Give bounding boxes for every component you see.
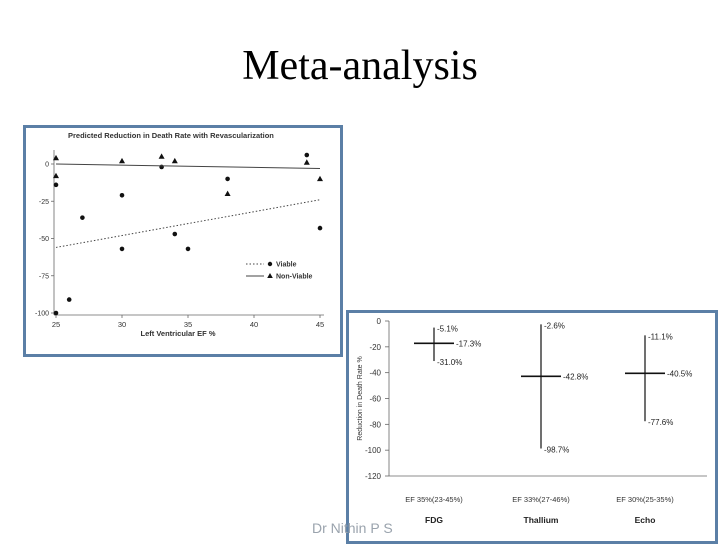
y-tick-label: -60 bbox=[369, 395, 381, 404]
subcategory-label: EF 33%(27-46%) bbox=[512, 495, 570, 504]
data-point-viable bbox=[80, 215, 85, 220]
data-point-viable bbox=[225, 176, 230, 182]
x-tick-label: 30 bbox=[118, 320, 126, 329]
y-tick-label: -75 bbox=[39, 273, 49, 280]
legend-marker bbox=[267, 273, 273, 278]
x-tick-label: 40 bbox=[250, 320, 258, 329]
data-point-viable bbox=[119, 246, 125, 252]
subcategory-label: EF 30%(25-35%) bbox=[616, 495, 674, 504]
x-tick-label: 45 bbox=[316, 320, 324, 329]
label-high: -11.1% bbox=[648, 332, 673, 341]
y-tick-label: -80 bbox=[369, 420, 381, 429]
data-point-non-viable bbox=[317, 175, 323, 182]
data-point-non-viable bbox=[119, 157, 125, 164]
data-point-non-viable bbox=[53, 154, 59, 161]
x-axis-label: Left Ventricular EF % bbox=[140, 329, 215, 338]
label-mean: -42.8% bbox=[563, 372, 588, 381]
data-point-viable bbox=[66, 297, 72, 302]
data-point-viable bbox=[53, 182, 59, 188]
x-tick-label: 35 bbox=[184, 320, 192, 329]
label-low: -98.7% bbox=[544, 445, 569, 454]
errorbar-chart-panel: 0 -20 -40 -60 -80 -100 -120 Reduction in Death … bbox=[346, 310, 718, 544]
data-point-viable bbox=[304, 152, 310, 158]
y-tick-label: -50 bbox=[39, 236, 49, 243]
subcategory-label: EF 35%(23-45%) bbox=[405, 495, 463, 504]
y-tick-label: -120 bbox=[365, 472, 382, 481]
y-tick-label: -25 bbox=[39, 199, 49, 206]
footer-author: Dr Nithin P S bbox=[312, 520, 393, 536]
data-point-viable bbox=[172, 231, 178, 237]
category-label: Thallium bbox=[524, 515, 559, 525]
legend-label: Viable bbox=[276, 262, 297, 269]
label-low: -31.0% bbox=[437, 358, 462, 367]
data-point-non-viable bbox=[171, 157, 178, 164]
errorbar-chart: 0 -20 -40 -60 -80 -100 -120 Reduction in Death … bbox=[357, 317, 707, 525]
y-tick-label: 0 bbox=[377, 317, 382, 326]
data-point-non-viable bbox=[53, 172, 59, 179]
scatter-chart: Predicted Reduction in Death Rate with R… bbox=[35, 131, 324, 338]
label-high: -5.1% bbox=[437, 325, 458, 334]
y-tick-label: -100 bbox=[365, 446, 382, 455]
x-tick-label: 25 bbox=[52, 320, 60, 329]
data-point-non-viable bbox=[158, 153, 165, 159]
category-label: Echo bbox=[635, 515, 656, 525]
data-point-non-viable bbox=[303, 159, 310, 165]
slide-title: Meta-analysis bbox=[242, 43, 478, 89]
y-tick-label: -20 bbox=[369, 343, 381, 352]
label-mean: -17.3% bbox=[456, 339, 481, 348]
trend-line-circle bbox=[55, 199, 321, 248]
data-point-viable bbox=[53, 310, 59, 316]
y-tick-label: -40 bbox=[369, 369, 381, 378]
y-tick-label: -100 bbox=[35, 311, 49, 318]
label-high: -2.6% bbox=[544, 321, 565, 330]
chart-title: Predicted Reduction in Death Rate with R… bbox=[68, 131, 274, 140]
label-low: -77.6% bbox=[648, 418, 673, 427]
data-point-non-viable bbox=[224, 190, 231, 196]
y-axis-label: Reduction in Death Rate % bbox=[357, 356, 364, 440]
legend-label: Non-Viable bbox=[276, 274, 313, 281]
data-point-viable bbox=[317, 225, 323, 231]
scatter-chart-panel: Predicted Reduction in Death Rate with R… bbox=[23, 125, 343, 357]
category-label: FDG bbox=[425, 515, 443, 525]
trend-line-triangle bbox=[55, 163, 321, 169]
data-point-viable bbox=[119, 192, 125, 198]
data-point-viable bbox=[185, 246, 191, 252]
label-mean: -40.5% bbox=[667, 369, 692, 378]
legend-marker bbox=[267, 261, 273, 267]
y-tick-label: 0 bbox=[45, 162, 49, 169]
